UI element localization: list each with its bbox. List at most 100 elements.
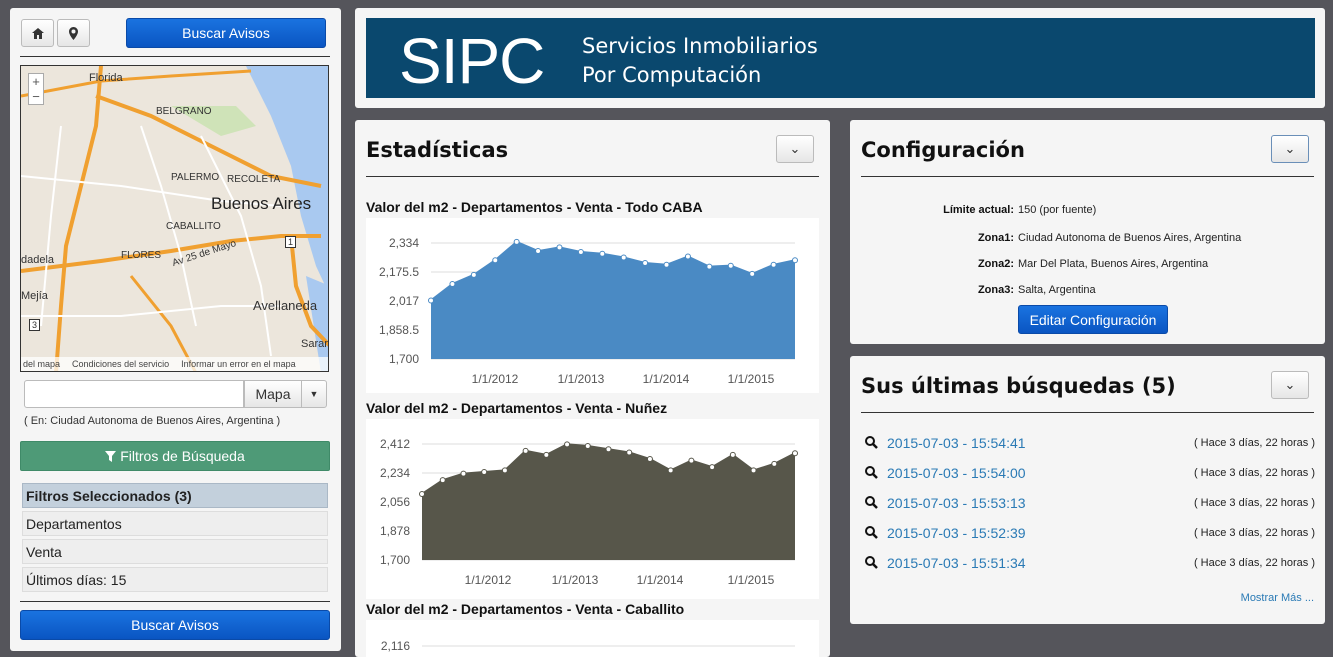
collapse-button[interactable]: ⌄ bbox=[1271, 371, 1309, 399]
filter-icon bbox=[105, 450, 117, 462]
search-history-item[interactable]: 2015-07-03 - 15:51:34 ( Hace 3 días, 22 … bbox=[865, 554, 1315, 574]
location-button[interactable] bbox=[57, 19, 90, 47]
zoom-out-button[interactable]: − bbox=[32, 89, 40, 104]
search-history-item[interactable]: 2015-07-03 - 15:54:00 ( Hace 3 días, 22 … bbox=[865, 464, 1315, 484]
divider bbox=[366, 176, 819, 177]
data-point bbox=[729, 451, 736, 458]
map-report-link[interactable]: Informar un error en el mapa bbox=[181, 359, 296, 369]
y-tick-label: 2,056 bbox=[380, 495, 410, 509]
map-zoom-control[interactable]: + − bbox=[28, 73, 44, 105]
search-filters-label: Filtros de Búsqueda bbox=[120, 448, 245, 464]
map-dropdown-button[interactable]: ▼ bbox=[301, 380, 327, 408]
map-data-link[interactable]: del mapa bbox=[23, 359, 61, 369]
data-point bbox=[626, 449, 633, 456]
search-history-age: ( Hace 3 días, 22 horas ) bbox=[1193, 467, 1315, 479]
series-line bbox=[430, 240, 796, 302]
map-label: dadela bbox=[21, 254, 55, 266]
data-point bbox=[684, 253, 691, 260]
config-value: 150 (por fuente) bbox=[1018, 204, 1097, 216]
home-icon bbox=[31, 27, 44, 39]
data-point bbox=[620, 254, 627, 261]
search-history-item[interactable]: 2015-07-03 - 15:54:41 ( Hace 3 días, 22 … bbox=[865, 434, 1315, 454]
search-history-link[interactable]: 2015-07-03 - 15:54:41 bbox=[887, 435, 1026, 451]
zoom-in-button[interactable]: + bbox=[32, 74, 40, 89]
y-tick-label: 1,700 bbox=[389, 352, 419, 366]
panel-title: Estadísticas bbox=[366, 138, 509, 162]
map-roads bbox=[21, 66, 328, 371]
selected-filters-header: Filtros Seleccionados (3) bbox=[22, 483, 328, 508]
config-key: Límite actual: bbox=[943, 204, 1014, 216]
tagline-line-1: Servicios Inmobiliarios bbox=[582, 34, 818, 58]
map-label: PALERMO bbox=[171, 172, 220, 183]
y-tick-label: 2,234 bbox=[380, 466, 410, 480]
data-point bbox=[522, 447, 529, 454]
selected-filter-item: Venta bbox=[22, 539, 328, 564]
edit-configuration-button[interactable]: Editar Configuración bbox=[1018, 305, 1168, 334]
search-history-age: ( Hace 3 días, 22 horas ) bbox=[1193, 437, 1315, 449]
search-filters-button[interactable]: Filtros de Búsqueda bbox=[20, 441, 330, 471]
map-label: CABALLITO bbox=[166, 221, 221, 232]
config-key: Zona1: bbox=[977, 232, 1014, 244]
search-icon bbox=[865, 496, 878, 509]
config-value: Ciudad Autonoma de Buenos Aires, Argenti… bbox=[1018, 232, 1242, 244]
search-icon bbox=[865, 556, 878, 569]
search-icon bbox=[865, 466, 878, 479]
divider bbox=[861, 412, 1314, 413]
recent-searches-panel: Sus últimas búsquedas (5) ⌄ 2015-07-03 -… bbox=[850, 356, 1325, 624]
config-value: Salta, Argentina bbox=[1018, 284, 1096, 296]
data-point bbox=[642, 259, 649, 266]
divider bbox=[861, 176, 1314, 177]
header: SIPC Servicios Inmobiliarios Por Computa… bbox=[355, 8, 1325, 108]
data-point bbox=[439, 477, 446, 484]
collapse-button[interactable]: ⌄ bbox=[776, 135, 814, 163]
data-point bbox=[750, 467, 757, 474]
config-value: Mar Del Plata, Buenos Aires, Argentina bbox=[1018, 258, 1209, 270]
caret-down-icon: ▼ bbox=[309, 389, 319, 399]
data-point bbox=[535, 248, 542, 255]
map-label: BELGRANO bbox=[156, 106, 212, 117]
data-point bbox=[663, 261, 670, 268]
search-history-item[interactable]: 2015-07-03 - 15:53:13 ( Hace 3 días, 22 … bbox=[865, 494, 1315, 514]
map-button[interactable]: Mapa bbox=[244, 380, 302, 408]
map[interactable]: + − Florida BELGRANO PALERMO RECOLETA Bu… bbox=[20, 65, 329, 372]
chart-nunez: 2,412 2,234 2,056 1,878 1,700 1/1/2012 1/1/201… bbox=[366, 419, 819, 599]
search-history-link[interactable]: 2015-07-03 - 15:53:13 bbox=[887, 495, 1026, 511]
y-tick-label: 2,017 bbox=[389, 294, 419, 308]
data-point bbox=[460, 470, 467, 477]
data-point bbox=[667, 467, 674, 474]
series-area bbox=[431, 241, 795, 359]
map-footer: del mapa Condiciones del servicio Inform… bbox=[21, 357, 328, 371]
data-point bbox=[727, 262, 734, 269]
x-tick-label: 1/1/2015 bbox=[728, 573, 775, 587]
y-tick-label: 2,412 bbox=[380, 437, 410, 451]
search-history-item[interactable]: 2015-07-03 - 15:52:39 ( Hace 3 días, 22 … bbox=[865, 524, 1315, 544]
location-search-input[interactable] bbox=[24, 380, 244, 408]
map-terms-link[interactable]: Condiciones del servicio bbox=[72, 359, 170, 369]
search-listings-button[interactable]: Buscar Avisos bbox=[126, 18, 326, 48]
data-point bbox=[501, 467, 508, 474]
search-history-link[interactable]: 2015-07-03 - 15:54:00 bbox=[887, 465, 1026, 481]
map-label: Buenos Aires bbox=[211, 194, 312, 213]
show-more-link[interactable]: Mostrar Más ... bbox=[1240, 592, 1314, 604]
data-point bbox=[428, 297, 434, 304]
data-point bbox=[564, 441, 571, 448]
chart-title: Valor del m2 - Departamentos - Venta - N… bbox=[366, 400, 668, 416]
config-key: Zona2: bbox=[977, 258, 1014, 270]
data-point bbox=[481, 469, 488, 476]
search-history-link[interactable]: 2015-07-03 - 15:52:39 bbox=[887, 525, 1026, 541]
map-label: RECOLETA bbox=[227, 174, 281, 185]
x-tick-label: 1/1/2013 bbox=[558, 372, 605, 386]
logo: SIPC bbox=[399, 25, 545, 97]
search-history-link[interactable]: 2015-07-03 - 15:51:34 bbox=[887, 555, 1026, 571]
search-listings-button-bottom[interactable]: Buscar Avisos bbox=[20, 610, 330, 640]
data-point bbox=[771, 460, 778, 467]
data-point bbox=[792, 450, 798, 457]
home-button[interactable] bbox=[21, 19, 54, 47]
data-point bbox=[770, 261, 777, 268]
search-history-age: ( Hace 3 días, 22 horas ) bbox=[1193, 497, 1315, 509]
collapse-button[interactable]: ⌄ bbox=[1271, 135, 1309, 163]
divider bbox=[20, 601, 330, 602]
location-text: ( En: Ciudad Autonoma de Buenos Aires, A… bbox=[24, 415, 281, 427]
x-tick-label: 1/1/2014 bbox=[637, 573, 684, 587]
data-point bbox=[419, 491, 425, 498]
